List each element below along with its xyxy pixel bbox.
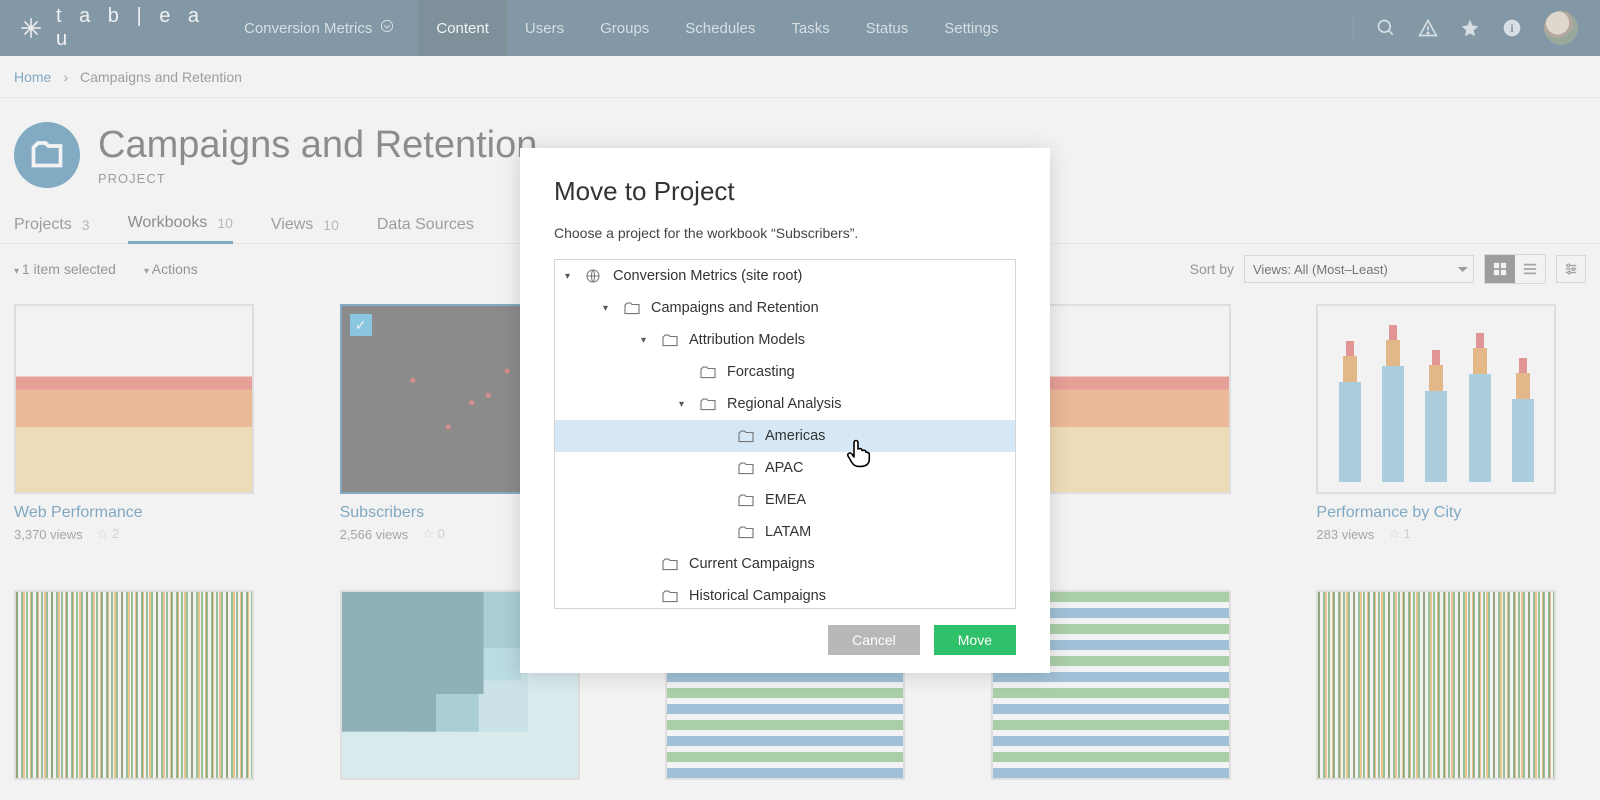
tree-node-label: Conversion Metrics (site root) bbox=[613, 268, 802, 284]
folder-icon bbox=[623, 301, 641, 315]
dialog-title: Move to Project bbox=[554, 176, 1016, 207]
tree-node-label: APAC bbox=[765, 460, 803, 476]
cancel-button[interactable]: Cancel bbox=[828, 625, 920, 655]
folder-icon bbox=[661, 589, 679, 603]
tree-node-label: EMEA bbox=[765, 492, 806, 508]
folder-icon bbox=[737, 429, 755, 443]
move-project-dialog: Move to Project Choose a project for the… bbox=[520, 148, 1050, 673]
expand-icon[interactable]: ▾ bbox=[565, 271, 575, 282]
tree-node[interactable]: Forcasting bbox=[555, 356, 1015, 388]
tree-node[interactable]: Current Campaigns bbox=[555, 548, 1015, 580]
expand-icon[interactable]: ▾ bbox=[679, 399, 689, 410]
dialog-message: Choose a project for the workbook “Subsc… bbox=[554, 225, 1016, 241]
tree-node-label: Forcasting bbox=[727, 364, 795, 380]
tree-node[interactable]: ▾ Regional Analysis bbox=[555, 388, 1015, 420]
folder-icon bbox=[661, 333, 679, 347]
tree-node-label: Americas bbox=[765, 428, 825, 444]
folder-icon bbox=[699, 397, 717, 411]
tree-node[interactable]: EMEA bbox=[555, 484, 1015, 516]
tree-node[interactable]: Americas bbox=[555, 420, 1015, 452]
tree-node-label: Campaigns and Retention bbox=[651, 300, 819, 316]
tree-node[interactable]: Historical Campaigns bbox=[555, 580, 1015, 612]
tree-node[interactable]: ▾ Attribution Models bbox=[555, 324, 1015, 356]
tree-node-label: Attribution Models bbox=[689, 332, 805, 348]
project-tree: ▾ Conversion Metrics (site root) ▾ Campaign… bbox=[554, 259, 1016, 609]
folder-icon bbox=[661, 557, 679, 571]
tree-node[interactable]: ▾ Conversion Metrics (site root) bbox=[555, 260, 1015, 292]
tree-node-label: Regional Analysis bbox=[727, 396, 841, 412]
tree-node-label: Historical Campaigns bbox=[689, 588, 826, 604]
folder-icon bbox=[737, 461, 755, 475]
expand-icon[interactable]: ▾ bbox=[641, 335, 651, 346]
tree-node[interactable]: APAC bbox=[555, 452, 1015, 484]
expand-icon[interactable]: ▾ bbox=[603, 303, 613, 314]
tree-node[interactable]: ▾ Campaigns and Retention bbox=[555, 292, 1015, 324]
folder-icon bbox=[737, 493, 755, 507]
folder-icon bbox=[699, 365, 717, 379]
tree-node-label: Current Campaigns bbox=[689, 556, 815, 572]
globe-icon bbox=[585, 268, 603, 284]
tree-node-label: LATAM bbox=[765, 524, 811, 540]
folder-icon bbox=[737, 525, 755, 539]
tree-node[interactable]: LATAM bbox=[555, 516, 1015, 548]
move-button[interactable]: Move bbox=[934, 625, 1016, 655]
